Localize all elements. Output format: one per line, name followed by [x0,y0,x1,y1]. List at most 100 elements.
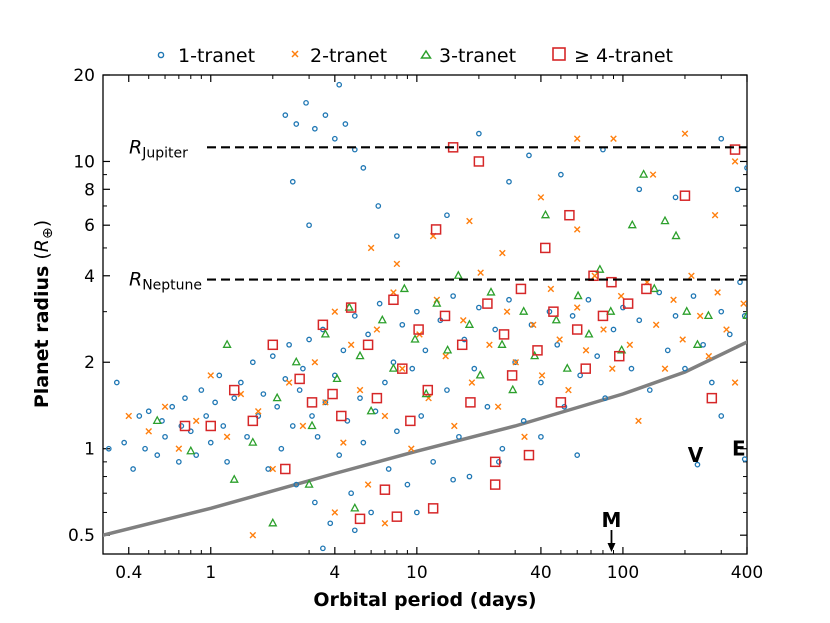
point-4-tranet [422,384,434,396]
point-1-tranet [726,331,733,338]
point-1-tranet [585,296,592,303]
point-4-tranet [641,283,652,295]
point-1-tranet [198,387,205,393]
point-4-tranet [280,463,291,475]
point-1-tranet [520,418,527,424]
point-3-tranet [519,306,529,315]
y-tick-label: 10 [73,152,95,172]
planet-label-V: V [688,443,704,467]
point-1-tranet [249,359,256,366]
point-4-tranet [523,449,535,461]
point-2-tranet [393,260,401,268]
point-3-tranet [248,437,258,446]
point-3-tranet [377,314,387,324]
y-tick-label: 20 [73,66,95,86]
point-1-tranet [175,459,182,465]
y-axis-title: Planet radius (R⊕) [31,220,56,408]
point-1-tranet [569,313,576,319]
point-1-tranet [700,341,706,348]
point-2-tranet [670,296,677,304]
y-axis-title-text: Planet radius [31,266,53,409]
point-1-tranet [394,428,400,435]
point-1-tranet [444,387,450,393]
series-square [179,142,741,525]
point-3-tranet [410,334,420,343]
point-1-tranet [357,395,363,401]
x-tick-label: 4 [329,563,340,583]
point-2-tranet [617,292,625,300]
point-2-tranet [547,285,555,293]
point-1-tranet [136,413,143,419]
point-4-tranet [729,144,741,155]
point-1-tranet [340,347,347,354]
point-2-tranet [466,217,473,225]
point-2-tranet [731,379,739,386]
point-1-tranet [418,413,425,419]
point-1-tranet [672,194,679,201]
point-3-tranet [229,474,239,483]
point-3-tranet [332,373,342,383]
y-tick-label: 4 [84,267,95,287]
point-1-tranet [193,452,200,458]
point-1-tranet [278,445,285,452]
point-2-tranet [364,481,372,488]
point-3-tranet [540,209,551,219]
point-2-tranet [285,379,293,386]
point-4-tranet [413,324,424,335]
point-1-tranet [574,452,581,458]
point-1-tranet [409,365,416,372]
point-3-tranet [671,230,681,240]
point-2-tranet [468,379,476,386]
point-2-tranet [486,341,493,349]
point-4-tranet [362,339,374,351]
point-3-tranet [307,420,317,430]
point-1-tranet [282,376,289,382]
point-4-tranet [294,373,305,385]
point-1-tranet [444,212,450,219]
y-axis-title-unit: R [31,239,53,252]
point-1-tranet [496,459,502,465]
point-3-tranet [595,264,605,273]
point-3-tranet [617,344,627,354]
point-1-tranet [741,456,747,462]
x-tick-label: 100 [607,563,639,583]
point-4-tranet [606,276,617,288]
planet-label-E: E [732,437,746,461]
point-4-tranet [379,484,391,495]
point-2-tranet [254,407,262,415]
point-1-tranet [293,121,300,127]
point-3-tranet [355,350,365,360]
point-2-tranet [565,386,572,394]
point-1-tranet [682,365,688,372]
point-2-tranet [649,171,657,178]
point-3-tranet [320,329,330,338]
axis-tick-labels: 0.4 1 4 10 40 100 400 0.5 1 2 4 6 8 10 20 [68,66,763,583]
point-1-tranet [130,466,136,472]
point-4-tranet [622,298,634,309]
point-4-tranet [405,415,416,427]
point-1-tranet [375,203,382,209]
point-2-tranet [373,326,381,333]
point-4-tranet [706,392,718,404]
point-1-tranet [413,308,420,315]
point-1-tranet [220,423,227,429]
point-2-tranet [582,347,590,354]
point-1-tranet [708,379,715,386]
point-3-tranet [268,517,278,527]
point-1-tranet [450,293,456,299]
point-1-tranet [664,347,671,354]
legend-label-1-tranet: 1-tranet [178,45,255,67]
point-4-tranet [465,397,476,408]
point-4-tranet [228,384,240,396]
point-1-tranet [282,112,289,118]
point-2-tranet [161,403,169,411]
point-4-tranet [430,224,442,235]
point-1-tranet [610,326,617,333]
point-2-tranet [503,308,511,315]
point-1-tranet [718,135,725,142]
planet-label-M: M [602,508,622,532]
point-1-tranet [216,372,223,379]
point-3-tranet [453,270,463,279]
point-1-tranet [538,433,544,440]
point-3-tranet [421,388,431,398]
